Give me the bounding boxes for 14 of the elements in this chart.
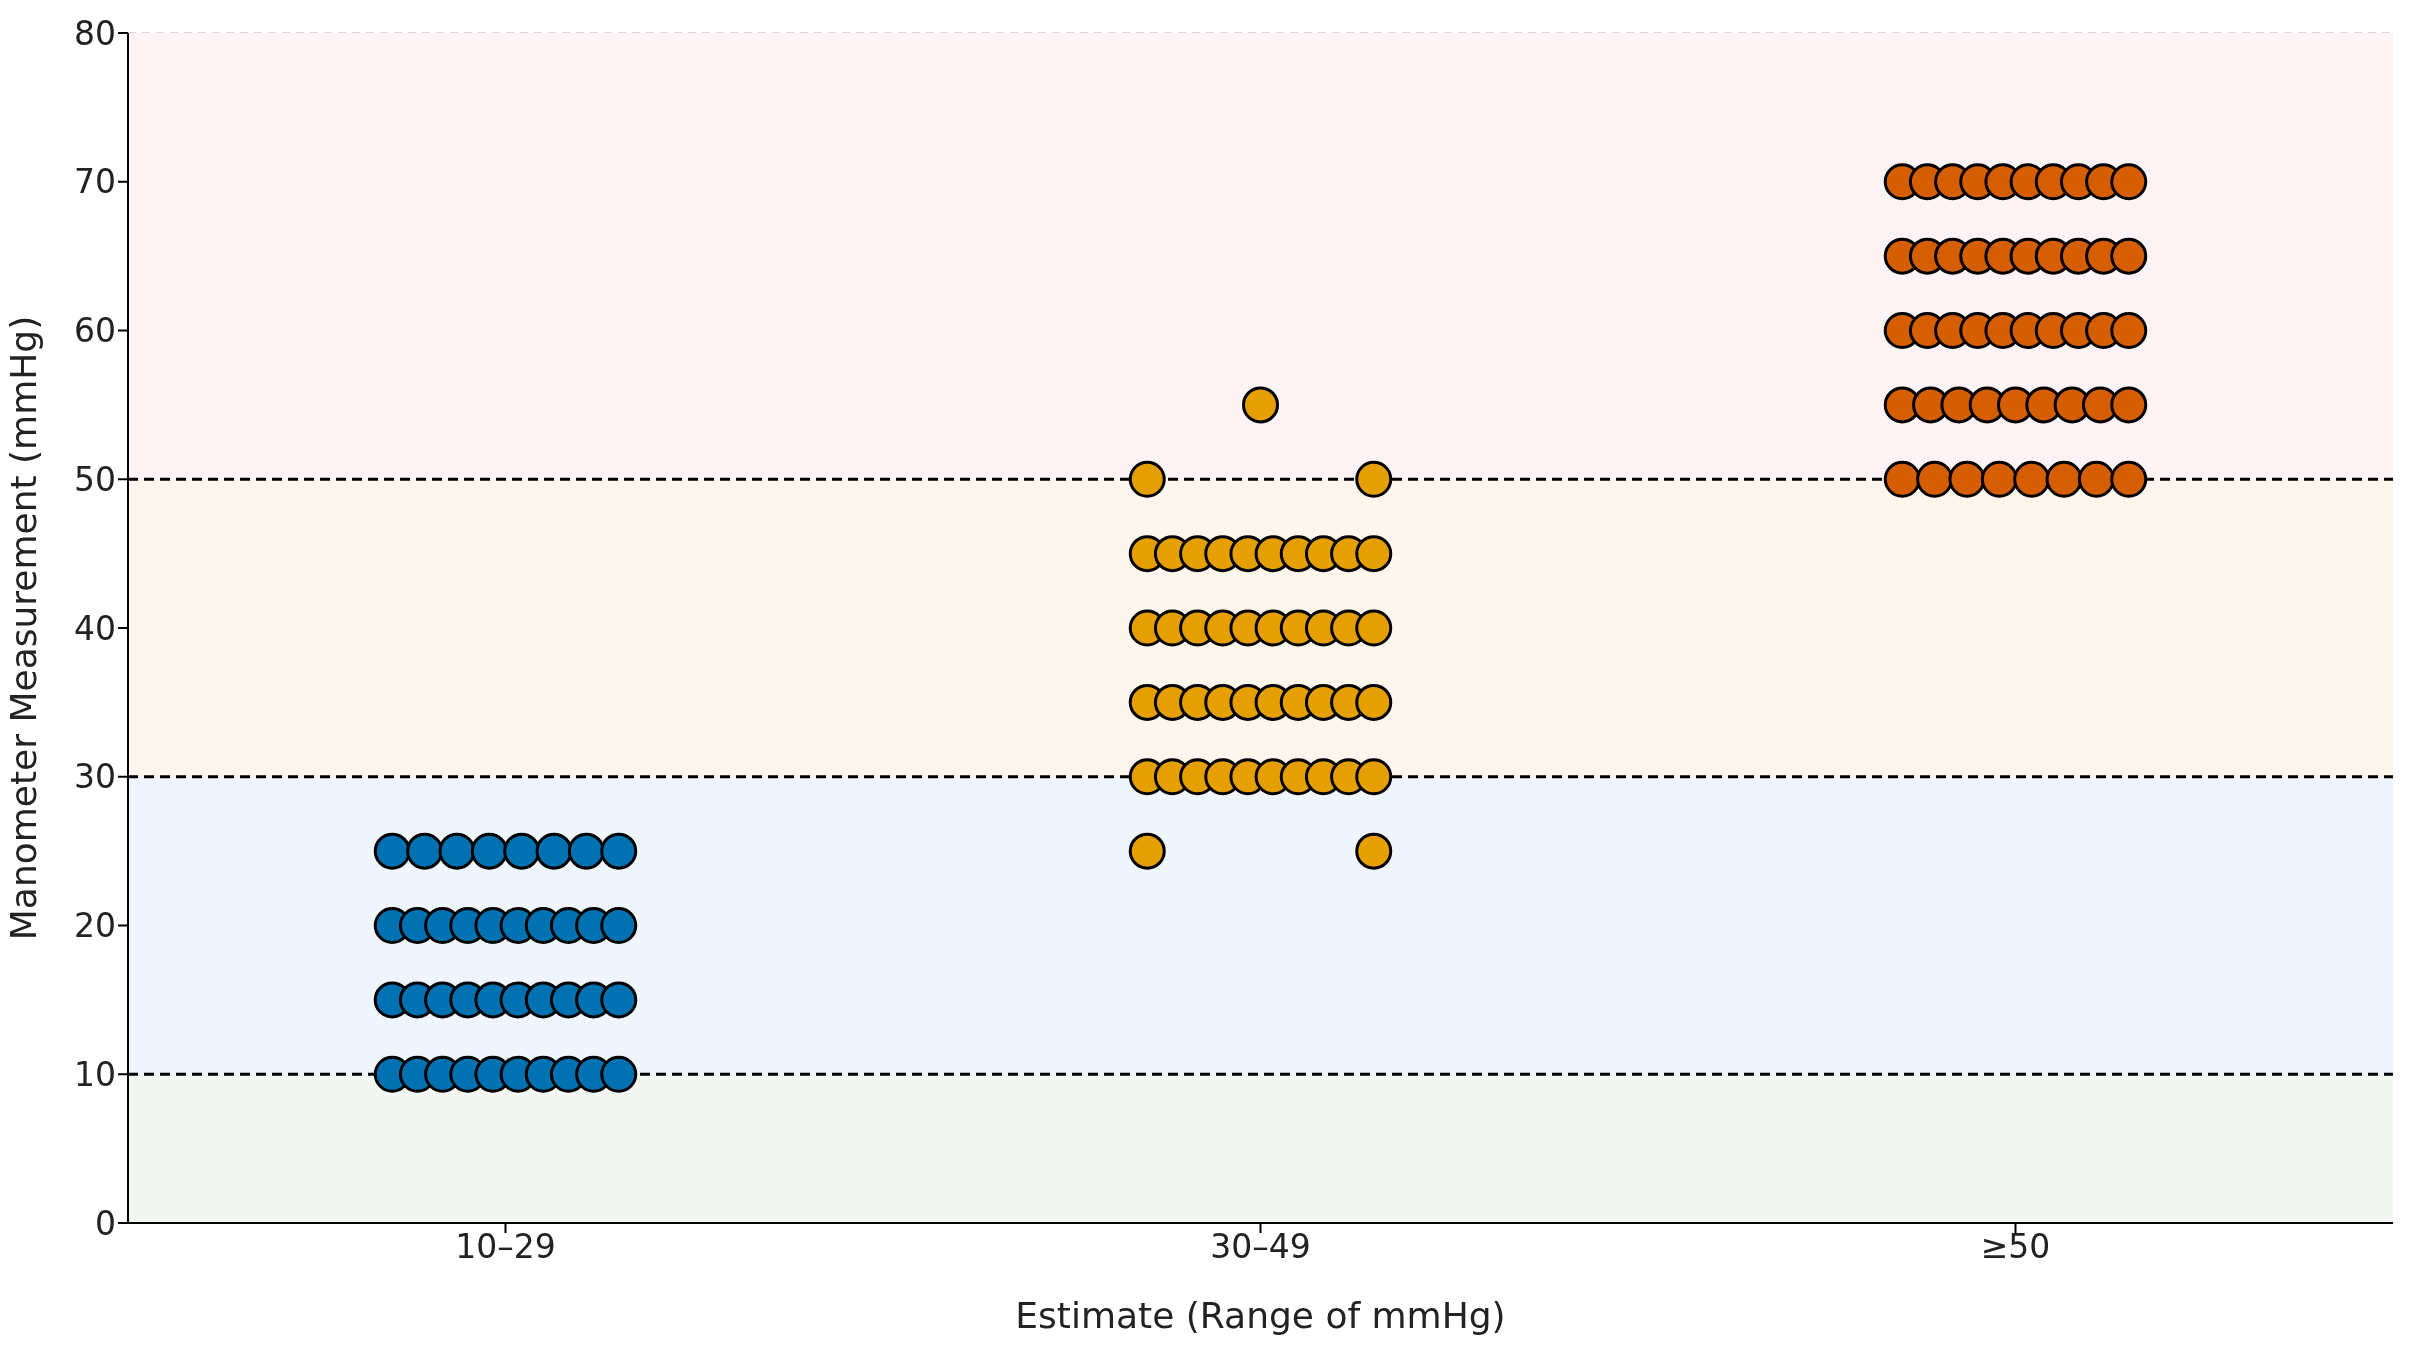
y-tick-label: 80 <box>74 13 116 53</box>
y-tick-label: 40 <box>74 608 116 648</box>
x-tick-label: 10–29 <box>455 1227 556 1267</box>
y-tick-label: 50 <box>74 459 116 499</box>
y-tick-label: 0 <box>95 1203 116 1243</box>
y-axis-title: Manometer Measurement (mmHg) <box>2 315 44 941</box>
y-tick-label: 30 <box>74 757 116 797</box>
x-axis-title: Estimate (Range of mmHg) <box>1015 1295 1506 1336</box>
y-tick-label: 70 <box>74 162 116 202</box>
x-tick-label: ≥50 <box>1980 1227 2051 1267</box>
x-tick-label: 30–49 <box>1210 1227 1311 1267</box>
y-tick-label: 60 <box>74 311 116 351</box>
y-tick-label: 10 <box>74 1054 116 1094</box>
y-tick-label: 20 <box>74 906 116 946</box>
